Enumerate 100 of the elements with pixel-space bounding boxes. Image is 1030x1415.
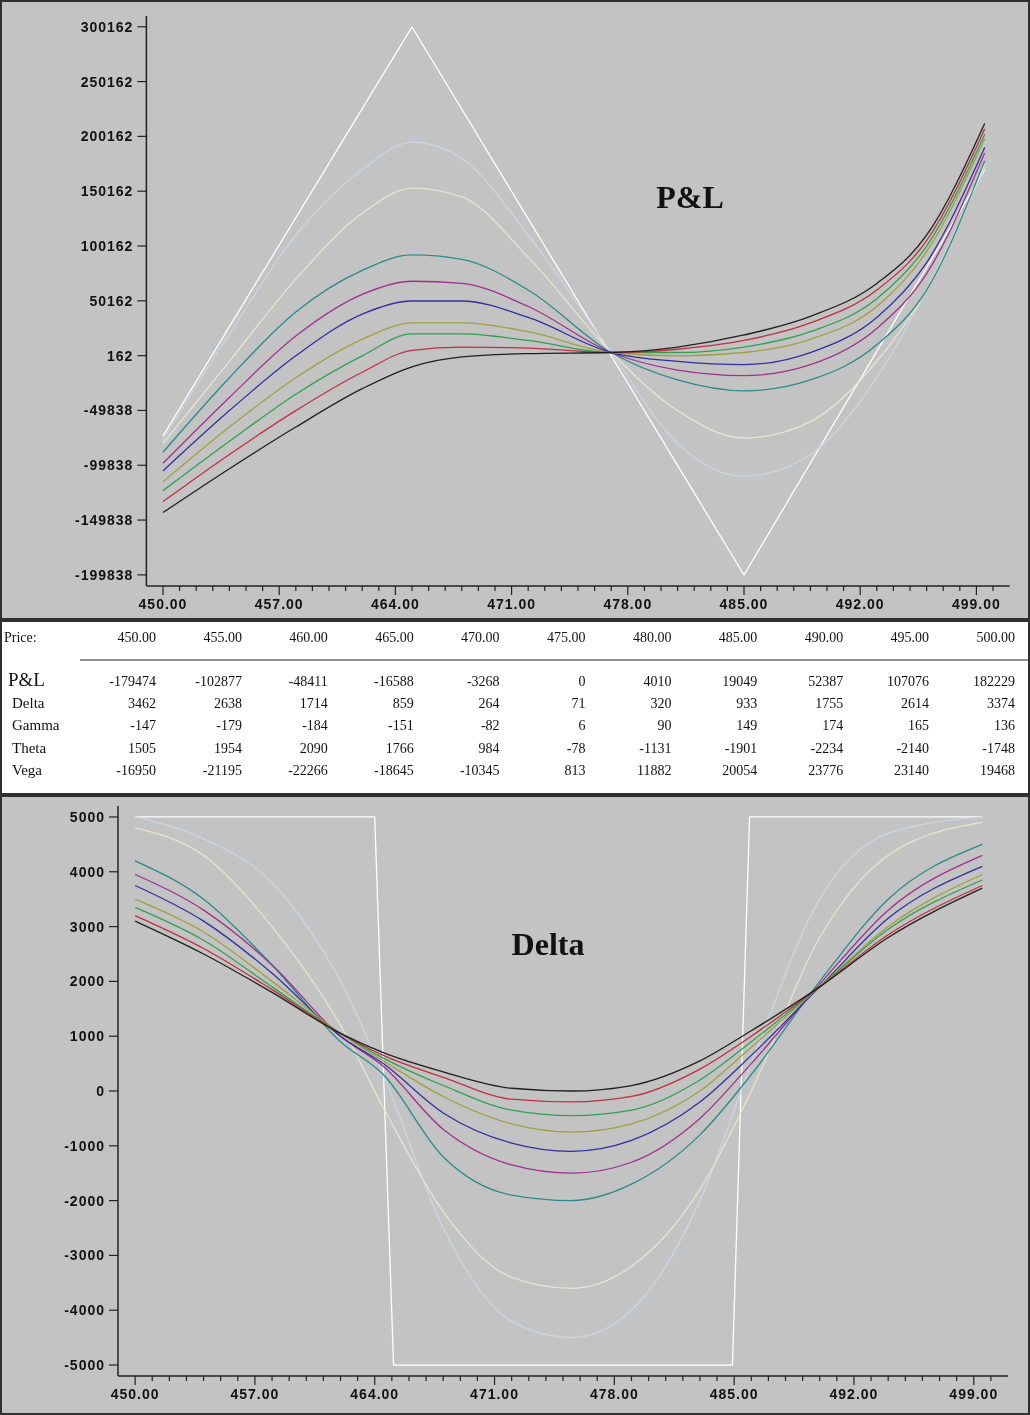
data-label: 984 xyxy=(478,740,500,756)
y-tick-label: P&L xyxy=(8,669,45,690)
x-tick-label: 450.00 xyxy=(138,596,188,612)
y-tick-label: 100162 xyxy=(80,238,134,255)
data-label: 1954 xyxy=(213,740,242,756)
x-tick-label: 450.00 xyxy=(110,1386,160,1402)
x-axis-title: Price: xyxy=(4,630,37,645)
data-label: -102877 xyxy=(195,674,242,689)
y-tick-label: Delta xyxy=(12,695,45,712)
data-label: 107076 xyxy=(887,674,930,689)
text: P&L xyxy=(656,179,724,215)
data-label: -151 xyxy=(388,718,414,734)
y-tick-label: -3000 xyxy=(64,1247,105,1264)
y-tick-label: 3000 xyxy=(69,918,105,935)
data-label: 4010 xyxy=(643,674,672,689)
y-tick-label: 0 xyxy=(96,1083,105,1099)
x-tick-label: 455.00 xyxy=(203,630,242,645)
data-label: -16588 xyxy=(374,674,414,689)
data-label: -82 xyxy=(480,718,500,734)
data-label: -21195 xyxy=(202,762,242,778)
data-label: 52387 xyxy=(808,674,844,689)
x-tick-label: 478.00 xyxy=(603,596,653,612)
y-tick-label: 300162 xyxy=(80,18,134,35)
data-label: 1714 xyxy=(299,696,328,712)
y-tick-label: 50162 xyxy=(89,292,134,309)
y-tick-label: 162 xyxy=(107,347,134,364)
data-label: 933 xyxy=(736,696,758,712)
x-tick-label: 470.00 xyxy=(461,630,500,645)
data-label: 19468 xyxy=(980,762,1015,778)
x-tick-label: 480.00 xyxy=(632,630,672,645)
x-tick-label: 500.00 xyxy=(976,630,1015,645)
x-tick-label: 495.00 xyxy=(890,630,930,645)
data-label: -184 xyxy=(302,718,328,734)
data-label: 859 xyxy=(392,696,414,712)
x-tick-label: 457.00 xyxy=(254,596,304,612)
data-label: -1748 xyxy=(982,740,1015,756)
data-label: 11882 xyxy=(636,762,672,778)
x-tick-label: 465.00 xyxy=(375,630,414,645)
x-tick-label: 485.00 xyxy=(709,1386,759,1402)
data-label: 71 xyxy=(571,696,586,712)
data-label: 6 xyxy=(578,718,586,734)
y-tick-label: 250162 xyxy=(80,73,134,90)
data-label: 19049 xyxy=(722,674,758,689)
data-label: 2614 xyxy=(901,696,930,712)
y-tick-label: Theta xyxy=(12,739,47,756)
y-tick-label: -149838 xyxy=(75,512,134,529)
x-tick-label: 492.00 xyxy=(829,1386,879,1402)
data-label: -1131 xyxy=(639,740,672,756)
data-label: -18645 xyxy=(374,762,414,778)
x-tick-label: 478.00 xyxy=(589,1386,639,1402)
y-tick-label: Vega xyxy=(12,761,43,778)
y-tick-label: -99838 xyxy=(83,457,134,474)
data-label: 1505 xyxy=(128,740,156,756)
y-tick-label: -2000 xyxy=(64,1192,105,1209)
data-label: 20054 xyxy=(722,762,758,778)
y-tick-label: -5000 xyxy=(64,1357,105,1374)
x-tick-label: 492.00 xyxy=(835,596,885,612)
x-tick-label: 499.00 xyxy=(951,596,1001,612)
data-label: -147 xyxy=(130,718,156,734)
x-tick-label: 475.00 xyxy=(547,630,586,645)
x-tick-label: 464.00 xyxy=(350,1386,400,1402)
data-label: -179 xyxy=(216,718,242,734)
data-label: -16950 xyxy=(116,762,156,778)
data-label: 1766 xyxy=(385,740,414,756)
data-label: 3462 xyxy=(128,696,156,712)
y-tick-label: 200162 xyxy=(80,128,134,145)
data-label: 149 xyxy=(736,718,758,734)
data-label: 320 xyxy=(650,696,672,712)
data-label: 165 xyxy=(908,718,930,734)
data-label: -2234 xyxy=(810,740,844,756)
data-label: 1755 xyxy=(815,696,844,712)
y-tick-label: -49838 xyxy=(83,402,134,419)
data-label: -179474 xyxy=(109,674,156,689)
x-tick-label: 499.00 xyxy=(949,1386,999,1402)
y-tick-label: -4000 xyxy=(64,1302,105,1319)
y-tick-label: -199838 xyxy=(75,566,134,583)
data-label: 23776 xyxy=(808,762,844,778)
data-label: 3374 xyxy=(987,696,1015,712)
data-label: 813 xyxy=(564,762,586,778)
x-tick-label: 464.00 xyxy=(370,596,420,612)
x-tick-label: 457.00 xyxy=(230,1386,280,1402)
data-label: 136 xyxy=(994,718,1015,734)
x-tick-label: 485.00 xyxy=(719,596,769,612)
data-label: -48411 xyxy=(288,674,328,689)
data-label: 2638 xyxy=(213,696,242,712)
data-label: 174 xyxy=(822,718,844,734)
x-tick-label: 490.00 xyxy=(804,630,844,645)
y-tick-label: 1000 xyxy=(69,1028,105,1045)
data-label: -10345 xyxy=(459,762,500,778)
data-label: -22266 xyxy=(288,762,328,778)
data-label: 182229 xyxy=(973,674,1015,689)
y-tick-label: Gamma xyxy=(12,717,60,734)
y-tick-label: 2000 xyxy=(69,973,105,990)
y-tick-label: 4000 xyxy=(69,863,105,880)
data-label: -2140 xyxy=(896,740,930,756)
y-tick-label: 5000 xyxy=(69,808,105,825)
data-label: 264 xyxy=(478,696,500,712)
x-tick-label: 471.00 xyxy=(470,1386,519,1402)
data-label: 2090 xyxy=(299,740,328,756)
y-tick-label: -1000 xyxy=(64,1137,105,1154)
